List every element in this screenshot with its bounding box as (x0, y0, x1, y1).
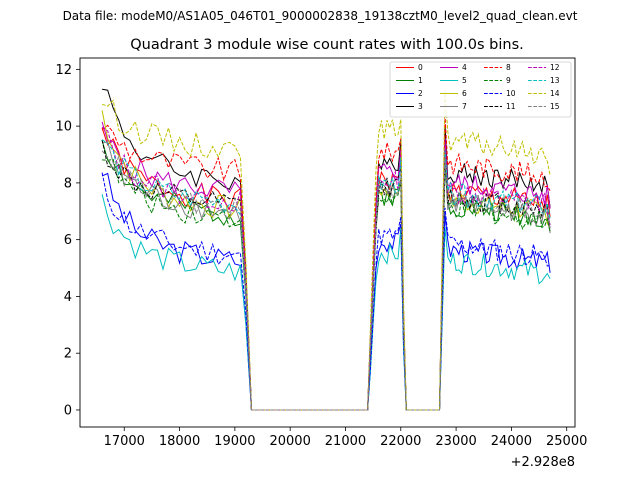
legend-label-1: 1 (418, 76, 423, 85)
series-line-2 (101, 172, 551, 411)
series-line-15 (101, 150, 551, 411)
legend-label-7: 7 (462, 102, 467, 111)
legend-label-5: 5 (462, 76, 467, 85)
y-tick-label: 2 (64, 347, 72, 362)
series-line-3 (102, 88, 551, 411)
series-line-13 (101, 139, 551, 411)
legend-label-12: 12 (550, 63, 560, 72)
series-layer (101, 88, 551, 411)
x-tick-label: 21000 (325, 434, 366, 449)
x-tick-label: 18000 (159, 434, 200, 449)
series-line-11 (101, 139, 551, 411)
series-line-4 (101, 121, 551, 411)
legend-label-15: 15 (550, 102, 560, 111)
x-tick-label: 17000 (104, 434, 145, 449)
y-tick-label: 8 (64, 176, 72, 191)
legend-label-2: 2 (418, 89, 423, 98)
x-tick-label: 24000 (491, 434, 532, 449)
legend-label-11: 11 (506, 102, 516, 111)
x-tick-label: 25000 (546, 434, 587, 449)
x-axis-offset: +2.928e8 (511, 455, 575, 470)
x-axis: 17000 18000 19000 20000 21000 22000 23000 24000… (104, 427, 587, 449)
series-line-10 (101, 172, 551, 411)
y-tick-label: 4 (64, 290, 72, 305)
plot-border (79, 57, 576, 428)
legend-label-9: 9 (506, 76, 511, 85)
x-tick-label: 22000 (380, 434, 421, 449)
legend-frame (389, 61, 572, 118)
series-line-6 (101, 110, 551, 411)
x-tick-label: 20000 (269, 434, 310, 449)
legend-label-10: 10 (506, 89, 516, 98)
legend-label-8: 8 (506, 63, 511, 72)
legend-label-6: 6 (462, 89, 467, 98)
legend-label-14: 14 (550, 89, 560, 98)
series-line-7 (101, 141, 551, 411)
legend-label-0: 0 (418, 63, 423, 72)
legend-label-13: 13 (550, 76, 560, 85)
y-tick-label: 6 (64, 233, 72, 248)
x-tick-label: 19000 (214, 434, 255, 449)
plot-area (80, 58, 575, 427)
chart-title: Quadrant 3 module wise count rates with … (130, 37, 524, 53)
series-line-12 (101, 126, 551, 411)
y-axis: 0 2 4 6 8 10 12 (55, 63, 80, 418)
y-tick-label: 0 (64, 403, 72, 418)
x-tick-label: 23000 (435, 434, 476, 449)
y-tick-label: 12 (55, 63, 72, 78)
series-line-14 (101, 90, 551, 411)
series-line-9 (102, 158, 551, 411)
y-tick-label: 10 (55, 120, 72, 135)
legend-label-3: 3 (418, 102, 423, 111)
series-line-5 (101, 194, 551, 411)
legend-label-4: 4 (462, 63, 467, 72)
suptitle: Data file: modeM0/AS1A05_046T01_90000028… (63, 9, 578, 23)
series-line-8 (101, 115, 551, 411)
